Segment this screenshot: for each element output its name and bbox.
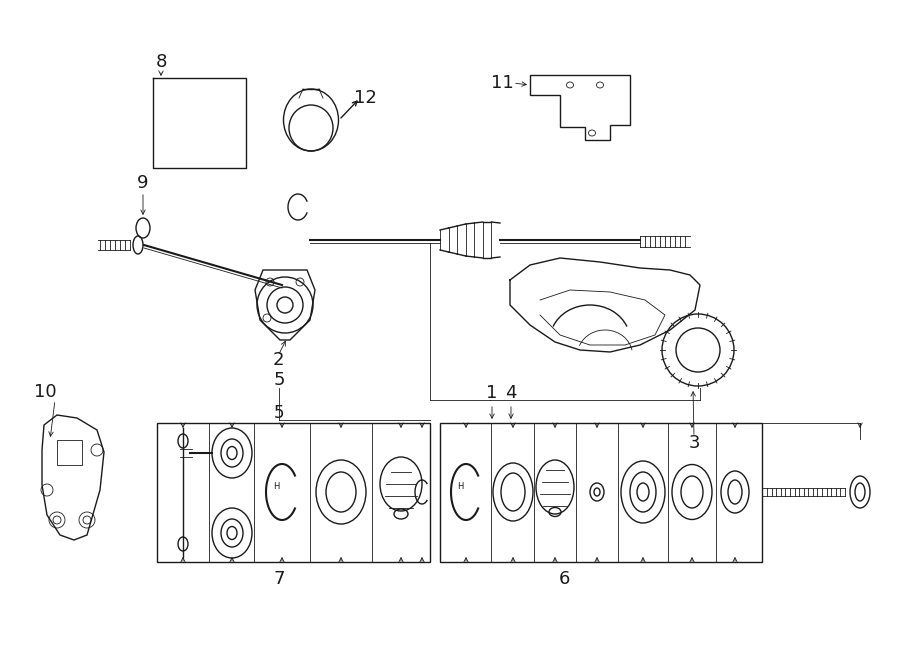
- Text: 5: 5: [274, 404, 284, 422]
- Text: 6: 6: [558, 570, 570, 588]
- Text: 2: 2: [272, 351, 284, 369]
- Text: 11: 11: [491, 74, 513, 92]
- Bar: [157, 423, 430, 562]
- Text: 9: 9: [137, 174, 148, 192]
- Text: 5: 5: [274, 371, 284, 389]
- Text: H: H: [457, 482, 464, 491]
- Text: 4: 4: [505, 384, 517, 402]
- Text: H: H: [273, 482, 279, 491]
- Text: 8: 8: [156, 53, 166, 71]
- Text: 12: 12: [354, 89, 376, 107]
- Text: 1: 1: [486, 384, 498, 402]
- Text: 7: 7: [274, 570, 284, 588]
- Bar: [440, 423, 762, 562]
- Text: 10: 10: [33, 383, 57, 401]
- Text: 3: 3: [688, 434, 700, 452]
